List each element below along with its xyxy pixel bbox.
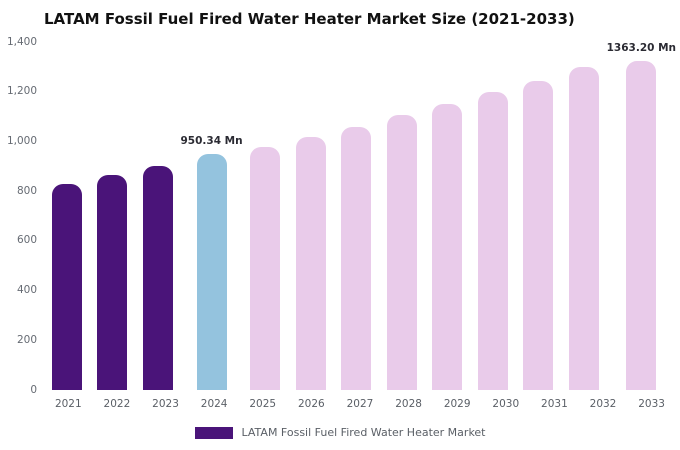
bar-value-label: 950.34 Mn [180, 134, 243, 147]
bar-slot [334, 42, 380, 390]
bar-slot: 950.34 Mn [181, 42, 243, 390]
x-tick-label: 2026 [297, 398, 325, 410]
y-tick-label: 800 [16, 184, 37, 197]
x-tick-label: 2024 [200, 398, 228, 410]
x-tick-label: 2033 [638, 398, 665, 410]
bar-slot [379, 42, 425, 390]
x-tick-label: 2030 [492, 398, 520, 410]
x-tick-label: 2031 [541, 398, 568, 410]
bar-slot [561, 42, 607, 390]
bar-2031[interactable] [523, 80, 554, 390]
x-axis: 2021 2022 2023 2024 2025 2026 2027 2028 2029 2030… [44, 398, 676, 410]
x-tick-label: 2028 [395, 398, 422, 410]
bar-2027[interactable] [341, 126, 372, 390]
bar-2033[interactable] [626, 61, 657, 390]
bar-2023[interactable] [142, 166, 173, 390]
y-tick-label: 200 [16, 333, 37, 346]
bar-2025[interactable] [250, 146, 281, 390]
bar-slot [135, 42, 181, 390]
x-tick-label: 2021 [54, 398, 82, 410]
bar-slot [243, 42, 289, 390]
y-tick-label: 1,400 [6, 35, 37, 48]
x-tick-label: 2027 [346, 398, 374, 410]
y-tick-label: 600 [16, 234, 37, 247]
bar-slot [44, 42, 90, 390]
bar-2029[interactable] [432, 104, 463, 390]
plot-area: 950.34 Mn 1363.20 Mn [44, 42, 676, 390]
bar-2026[interactable] [295, 136, 326, 390]
legend-swatch [194, 426, 233, 439]
x-tick-label: 2032 [589, 398, 617, 410]
legend-label: LATAM Fossil Fuel Fired Water Heater Mar… [241, 426, 486, 439]
bar-2022[interactable] [97, 175, 128, 390]
y-tick-label: 1,200 [6, 85, 37, 98]
x-tick-label: 2023 [152, 398, 179, 410]
bar-slot: 1363.20 Mn [607, 42, 676, 390]
bar-2024[interactable] [196, 153, 227, 390]
bar-2021[interactable] [51, 183, 82, 390]
y-tick-label: 400 [16, 284, 37, 297]
bar-2030[interactable] [477, 92, 508, 390]
x-tick-label: 2022 [103, 398, 131, 410]
bar-value-label: 1363.20 Mn [606, 42, 677, 54]
y-axis: 0 200 400 600 800 1,000 1,200 1,400 [0, 36, 37, 396]
x-tick-label: 2025 [249, 398, 277, 410]
bar-2028[interactable] [386, 115, 417, 390]
y-tick-label: 1,000 [6, 134, 37, 147]
bar-2032[interactable] [568, 66, 599, 390]
legend[interactable]: LATAM Fossil Fuel Fired Water Heater Mar… [0, 426, 680, 439]
bar-slot [470, 42, 516, 390]
bar-slot [516, 42, 562, 390]
chart-title: LATAM Fossil Fuel Fired Water Heater Mar… [44, 10, 575, 28]
bar-slot [425, 42, 471, 390]
bar-slot [90, 42, 136, 390]
bar-slot [288, 42, 334, 390]
y-tick-label: 0 [30, 383, 37, 396]
x-tick-label: 2029 [443, 398, 471, 410]
